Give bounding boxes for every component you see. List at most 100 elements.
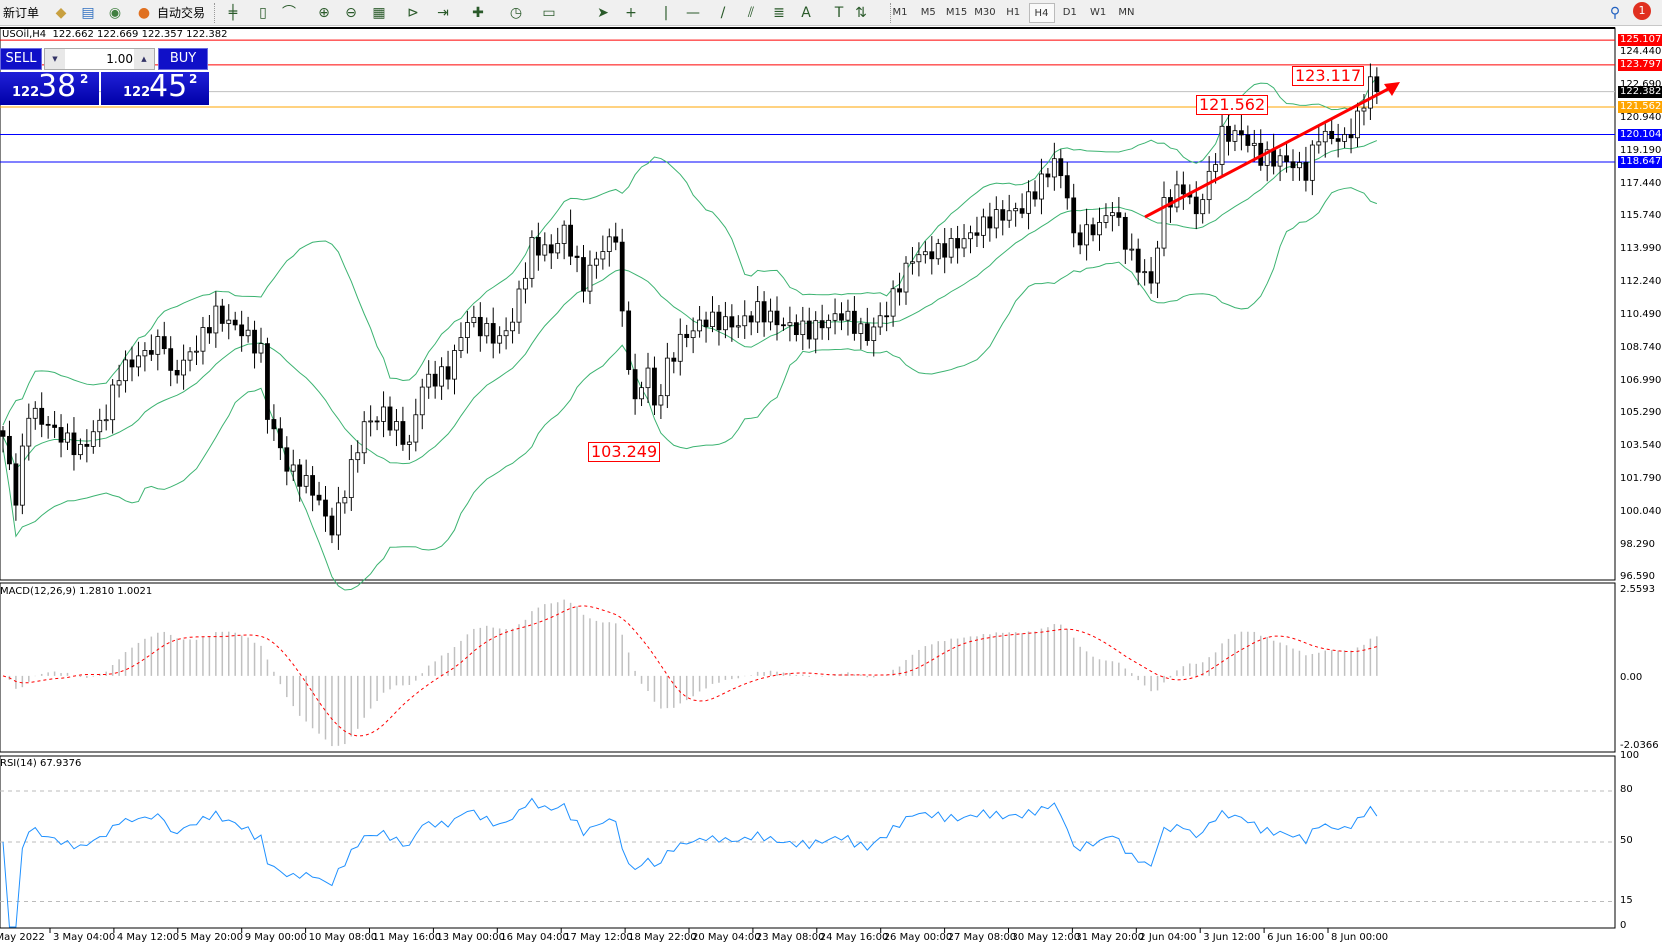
macd-min-label: -2.0366 xyxy=(1620,740,1659,751)
lots-stepper[interactable]: ▼ 1.00 ▲ xyxy=(44,48,155,70)
decrease-lots-button[interactable]: ▼ xyxy=(45,49,65,69)
candle-body xyxy=(845,310,851,321)
candle-body xyxy=(987,216,993,229)
candle-body xyxy=(1193,196,1199,215)
timeframe-m15[interactable]: M15 xyxy=(945,7,968,18)
time-tick: 3 Jun 12:00 xyxy=(1203,932,1261,943)
candle-body xyxy=(323,499,328,517)
candle-body xyxy=(710,311,715,328)
candle-body xyxy=(1135,248,1141,273)
text-icon[interactable]: A xyxy=(801,5,811,21)
candle-body xyxy=(1026,191,1031,214)
auto-trading-icon[interactable]: ● xyxy=(137,5,151,21)
candle-body xyxy=(374,420,380,423)
trend-arrow-head xyxy=(1384,82,1400,96)
candle-body xyxy=(1342,134,1347,142)
candle-body xyxy=(1129,248,1135,251)
candle-body xyxy=(1271,149,1277,167)
price-tick: 112.240 xyxy=(1620,275,1662,287)
horizontal-line-icon[interactable]: — xyxy=(686,5,700,21)
templates-icon[interactable]: ▭ xyxy=(542,5,556,21)
timeframe-h4[interactable]: H4 xyxy=(1028,3,1055,23)
candle-body xyxy=(877,315,883,328)
candle-body xyxy=(200,327,206,352)
crosshair-icon[interactable]: + xyxy=(625,5,637,21)
price-tick: 103.540 xyxy=(1620,439,1662,451)
candle-body xyxy=(1213,164,1218,172)
signal-icon[interactable]: ▤ xyxy=(81,5,95,21)
buy-price[interactable]: 122 45 2 xyxy=(101,69,209,105)
candle-body xyxy=(71,432,77,456)
candle-body xyxy=(535,237,541,256)
tile-icon[interactable]: ▦ xyxy=(372,5,386,21)
candle-chart-icon[interactable]: ▯ xyxy=(259,5,267,21)
new-order-button[interactable]: 新订单 xyxy=(2,6,39,20)
autoscroll-icon[interactable]: ⊳ xyxy=(407,5,419,21)
zoom-out-icon[interactable]: ⊖ xyxy=(345,5,357,21)
timeframe-m5[interactable]: M5 xyxy=(920,7,936,18)
market-icon[interactable]: ◉ xyxy=(108,5,122,21)
candle-body xyxy=(755,301,761,323)
buy-button[interactable]: BUY xyxy=(158,48,208,70)
cursor-icon[interactable]: ➤ xyxy=(597,5,609,21)
candle-body xyxy=(548,244,554,254)
candle-body xyxy=(194,350,199,353)
lots-input[interactable]: 1.00 xyxy=(106,52,133,66)
arrows-icon[interactable]: ⇅ xyxy=(855,5,867,21)
timeframe-m1[interactable]: M1 xyxy=(892,7,908,18)
timeframe-m30[interactable]: M30 xyxy=(974,7,996,18)
text-label-icon[interactable]: T xyxy=(834,5,844,21)
candle-body xyxy=(684,333,690,339)
chart-shift-icon[interactable]: ⇥ xyxy=(437,5,449,21)
timeframe-h1[interactable]: H1 xyxy=(1006,7,1021,18)
candle-body xyxy=(355,452,361,461)
time-tick: 23 May 08:00 xyxy=(755,932,825,943)
timeframe-d1[interactable]: D1 xyxy=(1062,7,1077,18)
candle-body xyxy=(613,236,619,243)
price-annotation[interactable]: 103.249 xyxy=(588,442,661,462)
candle-body xyxy=(1161,197,1167,249)
candle-body xyxy=(1071,197,1077,234)
notification-badge[interactable]: 1 xyxy=(1633,2,1651,20)
candle-body xyxy=(1316,141,1322,146)
candle-body xyxy=(90,431,96,447)
price-tick: 105.290 xyxy=(1620,406,1662,418)
equidistant-channel-icon[interactable]: ⫽ xyxy=(747,5,755,21)
candle-body xyxy=(361,421,367,454)
candle-body xyxy=(78,443,83,456)
vertical-line-icon[interactable]: | xyxy=(663,5,669,21)
sell-price[interactable]: 122 38 2 xyxy=(0,69,99,105)
candle-body xyxy=(1058,158,1064,177)
zoom-in-icon[interactable]: ⊕ xyxy=(318,5,330,21)
search-icon[interactable]: ⚲ xyxy=(1609,5,1621,21)
timeframe-w1[interactable]: W1 xyxy=(1089,7,1107,18)
sell-button[interactable]: SELL xyxy=(0,48,42,70)
line-chart-icon[interactable]: ⌒ xyxy=(282,5,296,21)
candle-body xyxy=(406,441,412,445)
gold-icon[interactable]: ◆ xyxy=(55,5,67,21)
candle-body xyxy=(477,316,483,337)
indicators-icon[interactable]: ✚ xyxy=(472,5,484,21)
candle-body xyxy=(206,327,212,334)
timeframe-mn[interactable]: MN xyxy=(1118,7,1135,18)
increase-lots-button[interactable]: ▲ xyxy=(134,49,154,69)
trendline-icon[interactable]: / xyxy=(720,5,726,21)
auto-trading-button[interactable]: 自动交易 xyxy=(156,6,205,20)
price-annotation[interactable]: 121.562 xyxy=(1196,95,1269,115)
periods-icon[interactable]: ◷ xyxy=(509,5,523,21)
chart-canvas[interactable] xyxy=(0,26,1662,946)
fibonacci-icon[interactable]: ≣ xyxy=(773,5,785,21)
time-tick: 11 May 16:00 xyxy=(372,932,442,943)
candle-body xyxy=(690,330,696,339)
time-tick: 20 May 04:00 xyxy=(692,932,761,943)
time-tick: 5 May 20:00 xyxy=(180,932,244,943)
price-line-tag: 118.647 xyxy=(1618,156,1662,168)
candle-body xyxy=(316,494,322,501)
price-annotation[interactable]: 123.117 xyxy=(1292,66,1365,86)
bar-chart-icon[interactable]: ╪ xyxy=(228,5,238,21)
candle-body xyxy=(187,351,193,361)
candle-body xyxy=(897,288,902,293)
candle-body xyxy=(1000,209,1006,221)
macd-zero-label: 0.00 xyxy=(1620,672,1643,683)
time-tick: 6 Jun 16:00 xyxy=(1267,932,1325,943)
